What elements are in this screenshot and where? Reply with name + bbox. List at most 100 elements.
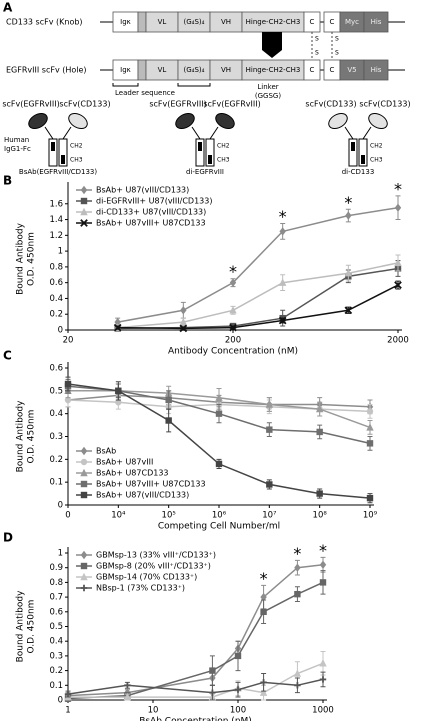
disulfide-label: S	[315, 50, 319, 57]
knob-hole	[262, 32, 282, 58]
fc-domain	[208, 155, 212, 164]
marker	[123, 692, 132, 701]
leader-label: Leader sequence	[115, 89, 175, 97]
marker	[179, 324, 188, 333]
significance-mark: *	[394, 179, 402, 198]
marker	[229, 278, 237, 287]
legend-label: BsAb+ U87CD133	[96, 469, 169, 478]
legend-label: NBsp-1 (73% CD133⁺)	[96, 584, 185, 593]
marker	[80, 480, 88, 488]
y-tick-label: 1	[58, 549, 63, 559]
marker	[279, 227, 286, 236]
marker	[366, 440, 374, 447]
scfv	[28, 112, 48, 130]
y-tick-label: 0.3	[49, 651, 63, 661]
linker-bracket	[177, 83, 211, 87]
domain-label: CH3	[370, 157, 383, 164]
fc-domain	[361, 155, 365, 164]
marker	[265, 400, 274, 408]
significance-mark: *	[260, 569, 268, 588]
marker	[80, 584, 88, 592]
y-tick-label: 0.4	[49, 637, 63, 647]
marker	[80, 562, 88, 570]
marker	[259, 688, 268, 696]
fc-chain	[48, 138, 58, 167]
marker	[115, 387, 122, 395]
spacer	[137, 11, 147, 33]
marker	[229, 323, 237, 332]
marker	[64, 380, 72, 388]
hinge	[191, 126, 219, 140]
marker	[294, 590, 301, 598]
marker	[64, 690, 72, 698]
domain-label: CH3	[217, 157, 230, 164]
segment-label: VL	[158, 18, 167, 26]
hinge	[344, 126, 372, 140]
segment-label: C	[310, 66, 315, 74]
marker	[113, 323, 122, 332]
marker	[209, 689, 216, 696]
segment-label: VH	[221, 66, 231, 74]
marker	[319, 579, 327, 586]
y-axis-label: O.D. 450nm	[27, 232, 37, 286]
marker	[234, 652, 242, 660]
x-tick-label: 10⁶	[212, 511, 227, 521]
marker	[278, 278, 287, 286]
legend-label: GBMsp-8 (20% vIII⁺/CD133⁺)	[96, 562, 211, 571]
segment-label: C	[330, 18, 335, 26]
marker	[316, 428, 323, 436]
fc-chain	[205, 138, 215, 167]
scfv-label: scFv(CD133)	[305, 100, 356, 109]
y-tick-label: 0.5	[49, 622, 63, 632]
segment-label: Myc	[345, 18, 359, 26]
antibody-name: di-EGFRvIII	[186, 168, 224, 176]
disulfide-label: S	[335, 36, 339, 43]
marker	[394, 203, 402, 212]
y-tick-label: 0	[58, 501, 63, 511]
marker	[278, 316, 287, 325]
x-tick-label: 0	[65, 511, 70, 521]
fc-domain	[198, 142, 202, 151]
y-axis-label: Bound Antibody	[16, 590, 26, 662]
segment	[303, 59, 321, 81]
domain-label: CH2	[217, 143, 230, 150]
x-tick-label: 100	[230, 706, 246, 716]
significance-mark: *	[229, 262, 237, 281]
segment-label: VH	[221, 18, 231, 26]
marker	[124, 682, 131, 689]
y-tick-label: 0.6	[49, 607, 63, 617]
panel-label: B	[3, 174, 12, 188]
domain-label: CH2	[70, 143, 83, 150]
marker	[366, 408, 374, 415]
segment-label: C	[310, 18, 315, 26]
antibody-name: di-CD133	[342, 168, 375, 176]
panel-label: A	[3, 1, 13, 15]
fc-chain	[348, 138, 358, 167]
y-tick-label: 0.4	[49, 294, 63, 304]
marker	[80, 207, 88, 216]
fc-label: Human	[4, 136, 29, 144]
scfv-label: scFv(EGFRvIII)	[203, 100, 260, 109]
segment-label: Hinge-CH2-CH3	[246, 66, 301, 74]
spacer	[137, 59, 147, 81]
segment	[363, 11, 389, 33]
significance-mark: *	[279, 207, 287, 226]
y-tick-label: 0.9	[49, 563, 63, 573]
scfv	[68, 112, 88, 130]
disulfide-label: S	[315, 36, 319, 43]
marker	[80, 468, 88, 477]
marker	[266, 481, 273, 488]
x-axis-label: Antibody Concentration (nM)	[168, 347, 298, 357]
marker	[80, 446, 88, 456]
marker	[215, 393, 223, 401]
series-line	[117, 206, 399, 323]
marker	[215, 460, 223, 468]
marker	[80, 219, 88, 227]
segment-label: His	[371, 66, 382, 74]
legend-label: BsAb+ U87(vIII/CD133)	[96, 491, 189, 500]
marker	[215, 410, 223, 417]
y-tick-label: 0.6	[49, 278, 63, 288]
marker	[179, 317, 188, 326]
scfv	[175, 112, 195, 130]
